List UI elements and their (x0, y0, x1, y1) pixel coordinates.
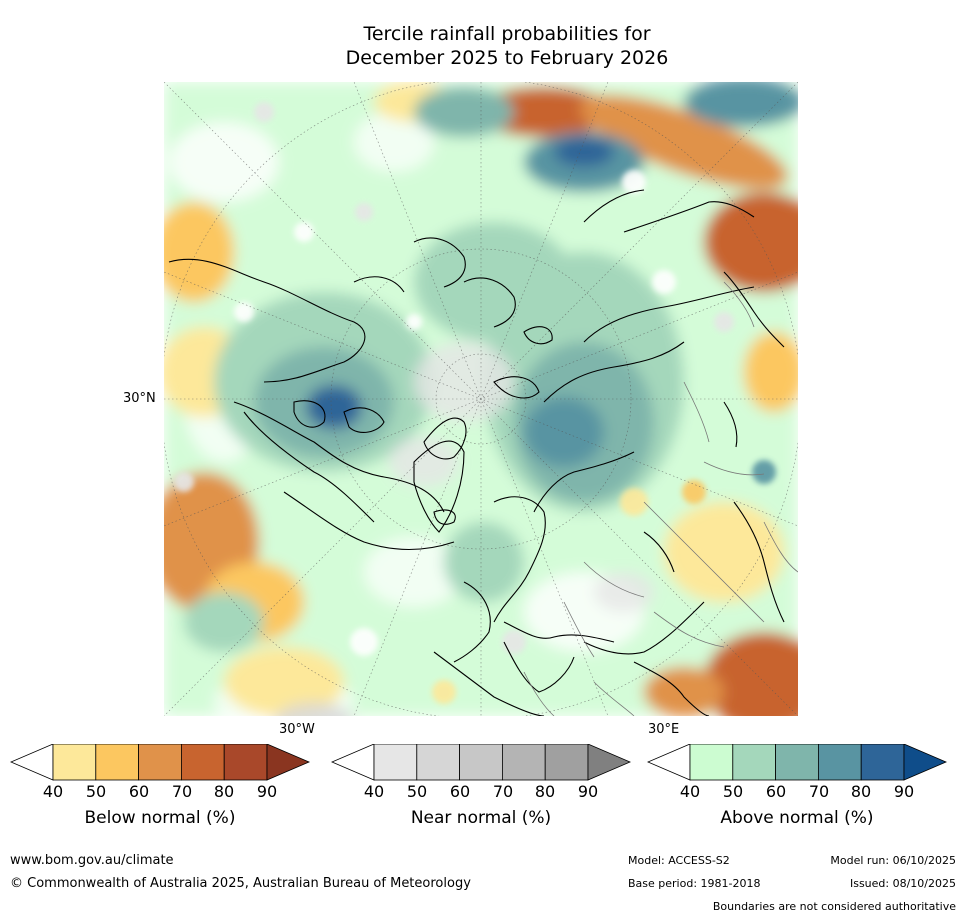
tick-label: 90 (577, 782, 599, 801)
tick-label: 50 (406, 782, 428, 801)
colorbar-high-extend (903, 743, 948, 781)
tick-label: 60 (765, 782, 787, 801)
lon-label-30e: 30°E (648, 722, 680, 737)
colorbar-high-extend (587, 743, 632, 781)
colorbar-segment (138, 743, 182, 781)
colorbar-above-normal-svg (646, 743, 948, 781)
colorbar-low-extend (9, 743, 54, 781)
colorbar-above-normal (646, 743, 948, 786)
colorbar-segment (817, 743, 862, 781)
tick-label: 80 (850, 782, 872, 801)
colorbar-segment (501, 743, 546, 781)
tick-label: 90 (893, 782, 915, 801)
colorbar-segment (95, 743, 140, 781)
tick-label: 80 (534, 782, 556, 801)
country-borders (523, 281, 798, 716)
colorbar-above-normal-label: Above normal (%) (720, 808, 874, 828)
website-link[interactable]: www.bom.gov.au/climate (10, 853, 174, 868)
colorbar-below-normal (9, 743, 311, 786)
colorbar-above-normal-ticks: 40 50 60 70 80 90 (647, 782, 947, 802)
boundaries-disclaimer: Boundaries are not considered authoritat… (712, 900, 956, 913)
tick-label: 60 (449, 782, 471, 801)
model-info: Model: ACCESS-S2 (628, 854, 730, 867)
tick-label: 80 (213, 782, 235, 801)
colorbar-high-extend (266, 743, 311, 781)
colorbar-near-normal-svg (330, 743, 632, 781)
map-title: Tercile rainfall probabilities for Decem… (0, 22, 965, 70)
speckle-layer (174, 102, 776, 704)
copyright-notice: © Commonwealth of Australia 2025, Austra… (10, 876, 471, 891)
tick-label: 50 (722, 782, 744, 801)
title-line-2: December 2025 to February 2026 (345, 47, 669, 69)
issued-info: Issued: 08/10/2025 (849, 877, 956, 890)
rainfall-probability-map (164, 82, 798, 716)
colorbar-segment (223, 743, 268, 781)
model-run-info: Model run: 06/10/2025 (830, 854, 956, 867)
colorbar-segment (373, 743, 418, 781)
colorbar-segment (52, 743, 97, 781)
colorbar-segment (416, 743, 461, 781)
colorbar-near-normal (330, 743, 632, 786)
tick-label: 70 (808, 782, 830, 801)
colorbar-segment (860, 743, 905, 781)
lat-label-30n: 30°N (123, 391, 156, 406)
tick-label: 40 (42, 782, 64, 801)
colorbar-low-extend (330, 743, 375, 781)
colorbar-low-extend (646, 743, 691, 781)
colorbar-below-normal-svg (9, 743, 311, 781)
tick-label: 40 (363, 782, 385, 801)
colorbar-segment (775, 743, 819, 781)
coastlines (168, 189, 785, 716)
colorbar-segment (732, 743, 777, 781)
tick-label: 70 (492, 782, 514, 801)
tick-label: 90 (256, 782, 278, 801)
colorbar-segment (689, 743, 734, 781)
title-line-1: Tercile rainfall probabilities for (363, 23, 651, 45)
colorbar-near-normal-label: Near normal (%) (410, 808, 552, 828)
colorbar-below-normal-label: Below normal (%) (84, 808, 236, 828)
base-period-info: Base period: 1981-2018 (628, 877, 761, 890)
map-canvas (164, 82, 798, 716)
colorbar-segment (459, 743, 503, 781)
lon-label-30w: 30°W (279, 722, 315, 737)
colorbar-segment (544, 743, 589, 781)
colorbar-below-normal-ticks: 40 50 60 70 80 90 (10, 782, 310, 802)
colorbar-segment (180, 743, 225, 781)
tick-label: 70 (171, 782, 193, 801)
colorbar-near-normal-ticks: 40 50 60 70 80 90 (331, 782, 631, 802)
tick-label: 40 (679, 782, 701, 801)
graticule (164, 82, 798, 716)
tick-label: 60 (128, 782, 150, 801)
tick-label: 50 (85, 782, 107, 801)
